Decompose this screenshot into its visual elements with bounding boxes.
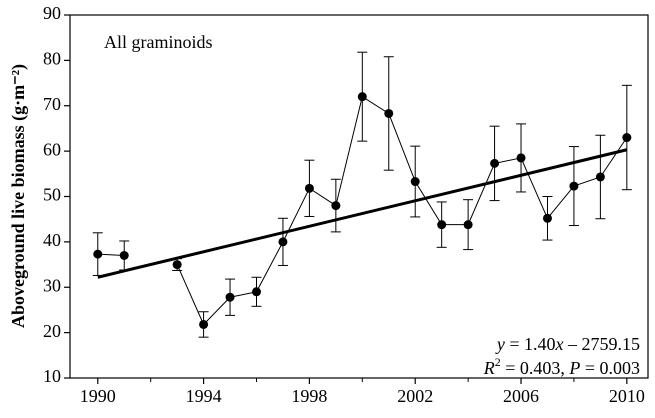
annotation-part: y [495,334,505,354]
data-point [437,220,447,230]
data-point [93,249,103,259]
data-point [490,158,500,168]
data-point [225,292,235,302]
annotation-part: 2 [495,355,501,369]
y-tick-label: 20 [43,321,61,341]
data-point [331,201,341,211]
data-point [516,153,526,163]
data-point [569,181,579,191]
x-tick-label: 2002 [397,386,433,406]
y-axis-label: Aboveground live biomass (g·m⁻²) [8,64,29,328]
annotation-part: = 0.403, [501,358,570,378]
y-tick-label: 50 [43,185,61,205]
plot-frame [69,14,649,379]
y-tick-label: 70 [43,94,61,114]
y-tick-label: 30 [43,275,61,295]
data-point [410,177,420,187]
y-tick-label: 90 [43,3,61,23]
annotation-part: = 0.003 [580,358,640,378]
data-point [595,172,605,182]
data-point [384,108,394,118]
y-tick-label: 60 [43,139,61,159]
x-tick-label: 1998 [291,386,327,406]
series-label: All graminoids [104,32,213,52]
y-tick-label: 80 [43,49,61,69]
annotation-part: – 2759.15 [564,334,641,354]
data-point [463,220,473,230]
x-tick-label: 1990 [80,386,116,406]
annotation-part: = 1.40 [505,334,556,354]
data-point [622,133,632,143]
data-point [251,287,261,297]
data-point [542,213,552,223]
data-point [357,92,367,102]
y-tick-label: 40 [43,230,61,250]
x-tick-label: 2006 [503,386,539,406]
x-tick-label: 2010 [609,386,645,406]
annotation-part: R [483,358,495,378]
annotation: y = 1.40x – 2759.15 [495,334,640,354]
trend-line [97,148,628,279]
annotation: R2 = 0.403, P = 0.003 [483,355,640,378]
data-point [199,319,209,329]
x-tick-label: 1994 [186,386,222,406]
data-point [172,260,182,270]
annotation-part: x [555,334,564,354]
data-point [278,237,288,247]
data-point [304,183,314,193]
annotation-part: P [568,358,580,378]
y-tick-label: 10 [43,366,61,386]
data-point [119,250,129,260]
